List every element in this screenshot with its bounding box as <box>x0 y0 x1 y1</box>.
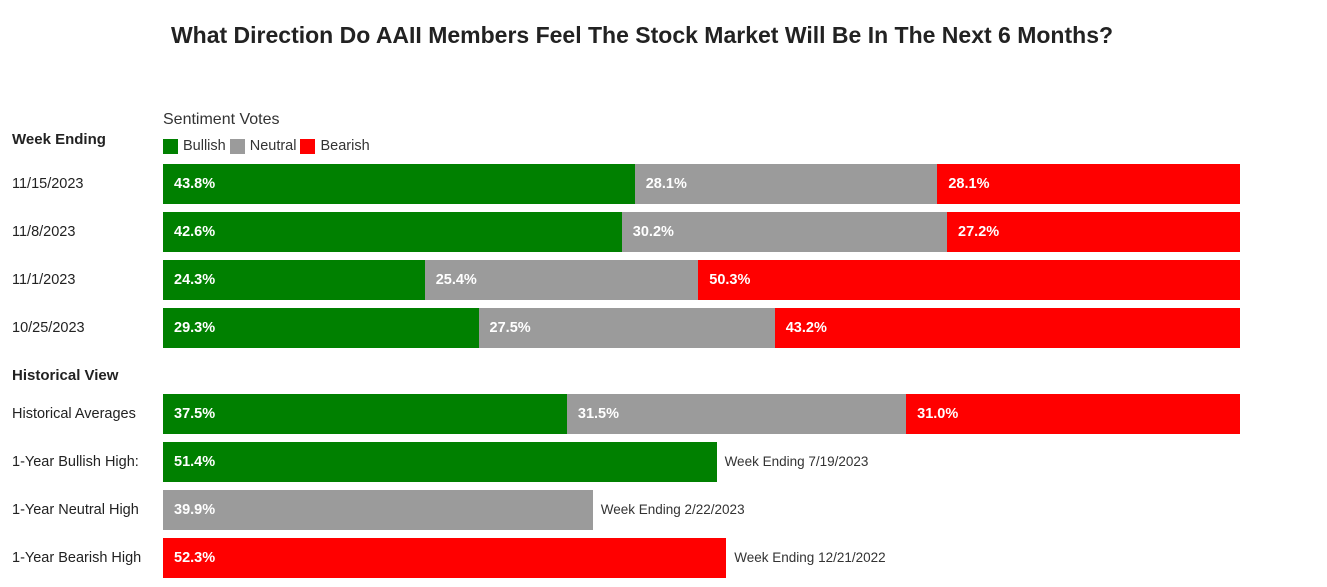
historical-view-header: Historical View <box>12 367 119 384</box>
legend-swatch-bearish <box>300 138 316 154</box>
bar-segment-bearish: 43.2% <box>774 308 1240 348</box>
historical-average-bar-row: 37.5% 31.5% 31.0% <box>163 394 1240 434</box>
bar-segment-neutral: 30.2% <box>621 212 948 252</box>
legend-swatch-neutral <box>229 138 245 154</box>
bar-segment-bearish: 52.3% <box>163 538 727 578</box>
high-label: 1-Year Bullish High: <box>12 454 139 470</box>
bar-segment-bullish: 42.6% <box>163 212 622 252</box>
bar-segment-bearish: 31.0% <box>906 394 1240 434</box>
bar-segment-neutral: 27.5% <box>478 308 775 348</box>
high-note: Week Ending 7/19/2023 <box>724 454 869 469</box>
bar-segment-neutral: 25.4% <box>424 260 699 300</box>
legend-item-neutral: Neutral <box>229 138 297 154</box>
week-bar-row: 43.8% 28.1% 28.1% <box>163 164 1240 204</box>
bar-segment-neutral: 28.1% <box>634 164 938 204</box>
week-label: 10/25/2023 <box>12 320 85 336</box>
high-bar-row: 39.9% <box>163 490 593 530</box>
legend-label-bullish: Bullish <box>183 138 226 154</box>
legend-item-bullish: Bullish <box>163 138 226 154</box>
week-label: 11/1/2023 <box>12 272 76 288</box>
high-label: 1-Year Neutral High <box>12 502 139 518</box>
bar-segment-bullish: 43.8% <box>163 164 635 204</box>
legend-item-bearish: Bearish <box>300 138 370 154</box>
high-label: 1-Year Bearish High <box>12 550 142 566</box>
legend: Bullish Neutral Bearish <box>163 138 374 154</box>
week-label: 11/15/2023 <box>12 176 84 192</box>
week-label: 11/8/2023 <box>12 224 76 240</box>
historical-average-label: Historical Averages <box>12 406 136 422</box>
legend-label-neutral: Neutral <box>249 138 297 154</box>
bar-segment-bearish: 27.2% <box>947 212 1240 252</box>
week-bar-row: 42.6% 30.2% 27.2% <box>163 212 1240 252</box>
week-ending-header: Week Ending <box>12 131 106 148</box>
legend-swatch-bullish <box>163 138 178 154</box>
legend-label-bearish: Bearish <box>320 138 370 154</box>
bar-segment-bullish: 29.3% <box>163 308 479 348</box>
bar-segment-bullish: 51.4% <box>163 442 717 482</box>
bar-segment-neutral: 31.5% <box>566 394 907 434</box>
high-bar-row: 52.3% <box>163 538 727 578</box>
bar-segment-bullish: 37.5% <box>163 394 567 434</box>
week-bar-row: 29.3% 27.5% 43.2% <box>163 308 1240 348</box>
week-bar-row: 24.3% 25.4% 50.3% <box>163 260 1240 300</box>
bar-segment-bullish: 24.3% <box>163 260 425 300</box>
chart-title: What Direction Do AAII Members Feel The … <box>170 22 1114 48</box>
bar-segment-bearish: 28.1% <box>937 164 1240 204</box>
bar-segment-bearish: 50.3% <box>698 260 1240 300</box>
high-note: Week Ending 2/22/2023 <box>600 502 745 517</box>
high-note: Week Ending 12/21/2022 <box>734 550 886 565</box>
bar-segment-neutral: 39.9% <box>163 490 593 530</box>
high-bar-row: 51.4% <box>163 442 717 482</box>
legend-title: Sentiment Votes <box>163 111 280 128</box>
